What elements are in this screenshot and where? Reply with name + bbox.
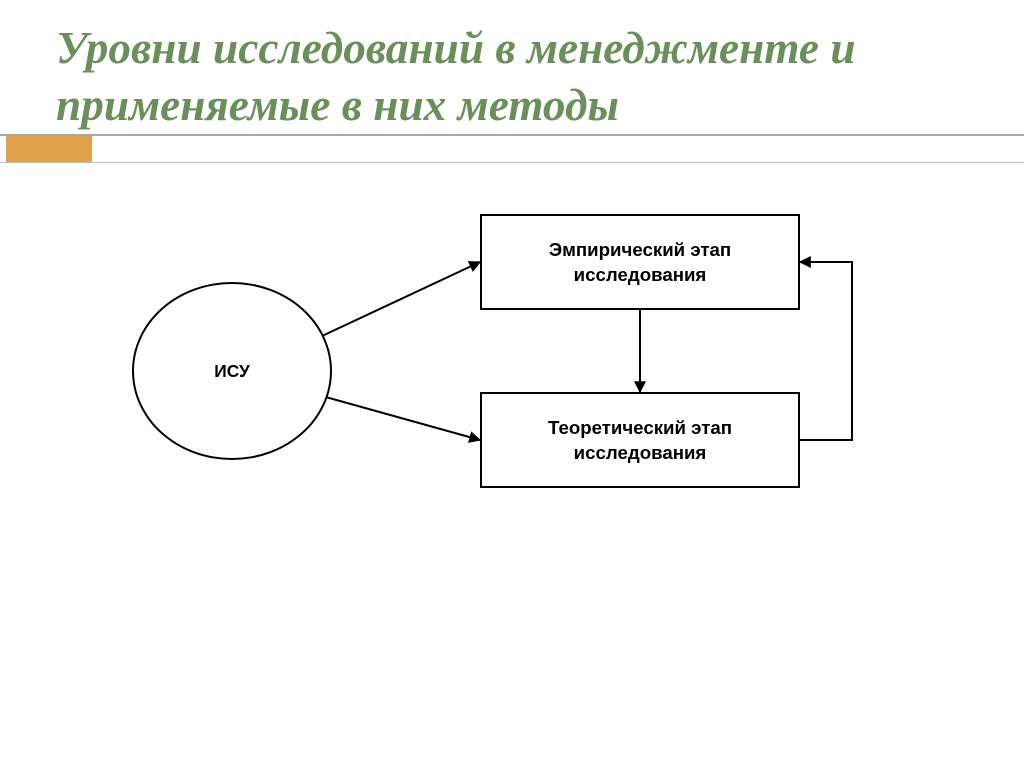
node-theoretical-label: Теоретический этап исследования — [548, 415, 732, 465]
divider-bottom-line — [0, 162, 1024, 163]
node-theoretical: Теоретический этап исследования — [480, 392, 800, 488]
slide-title: Уровни исследований в менеджменте и прим… — [56, 20, 956, 133]
node-isu: ИСУ — [132, 282, 332, 460]
research-levels-diagram: ИСУ Эмпирический этап исследования Теоре… — [96, 198, 928, 538]
divider-top-line — [0, 134, 1024, 136]
slide: Уровни исследований в менеджменте и прим… — [0, 0, 1024, 767]
node-empirical: Эмпирический этап исследования — [480, 214, 800, 310]
divider-accent — [6, 136, 92, 162]
node-empirical-label: Эмпирический этап исследования — [549, 237, 731, 287]
node-isu-label: ИСУ — [214, 361, 250, 382]
